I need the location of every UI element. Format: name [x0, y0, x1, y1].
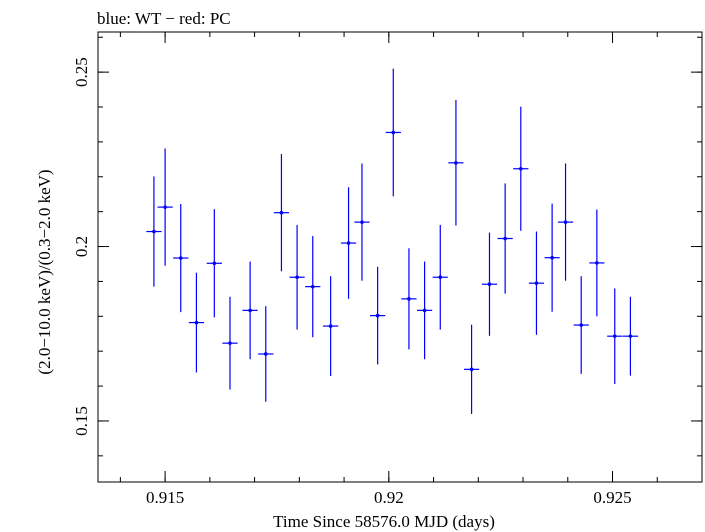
data-point: [206, 209, 222, 318]
data-point: [188, 272, 205, 373]
point-marker: [487, 282, 492, 287]
x-axis-label: Time Since 58576.0 MJD (days): [273, 512, 495, 531]
point-marker: [163, 205, 167, 209]
point-marker: [152, 229, 156, 234]
point-marker: [422, 308, 427, 313]
point-marker: [534, 281, 539, 285]
data-point: [528, 231, 545, 335]
point-marker: [595, 261, 599, 265]
plot-frame: [97, 31, 703, 483]
point-marker: [563, 220, 568, 224]
chart-title: blue: WT − red: PC: [97, 9, 231, 28]
point-marker: [310, 284, 315, 289]
data-point: [258, 306, 274, 402]
data-point: [354, 163, 370, 281]
point-marker: [295, 275, 299, 280]
data-point: [417, 261, 433, 360]
data-point: [146, 176, 162, 287]
data-point: [463, 324, 480, 414]
y-tick-label: 0.25: [72, 57, 91, 87]
point-marker: [503, 236, 507, 241]
data-point: [385, 68, 401, 197]
point-marker: [263, 352, 268, 356]
point-marker: [360, 220, 364, 224]
point-marker: [346, 241, 351, 245]
data-point: [622, 296, 639, 376]
data-points: [146, 68, 639, 414]
point-marker: [212, 261, 217, 266]
point-marker: [579, 323, 583, 327]
data-point: [289, 224, 305, 330]
x-tick-label: 0.925: [593, 488, 631, 507]
data-point: [157, 148, 173, 266]
data-point: [573, 276, 589, 374]
y-tick-label: 0.2: [72, 236, 91, 257]
data-point: [557, 163, 574, 281]
point-marker: [612, 334, 617, 338]
point-marker: [228, 341, 232, 345]
data-point: [589, 209, 605, 317]
data-point: [242, 261, 258, 360]
data-point: [513, 106, 529, 231]
data-point: [607, 288, 623, 384]
axis-ticks: [98, 32, 703, 482]
point-marker: [454, 161, 458, 165]
data-point: [173, 203, 189, 313]
x-tick-label: 0.92: [374, 488, 404, 507]
point-marker: [519, 166, 523, 171]
point-marker: [550, 255, 554, 260]
data-point: [481, 232, 498, 336]
axis-tick-labels: 0.915 0.92 0.925 0.15 0.2 0.25: [72, 57, 632, 507]
point-marker: [391, 130, 396, 135]
point-marker: [375, 313, 380, 318]
data-point: [323, 276, 339, 376]
data-point: [340, 187, 357, 299]
point-marker: [469, 367, 474, 372]
data-point: [370, 266, 386, 365]
point-marker: [407, 297, 411, 301]
data-point: [305, 236, 321, 338]
data-point: [222, 296, 238, 390]
x-tick-label: 0.915: [146, 488, 184, 507]
data-point: [401, 248, 417, 350]
data-point: [448, 100, 464, 226]
point-marker: [279, 210, 284, 215]
point-marker: [194, 320, 199, 325]
data-point: [544, 203, 560, 312]
y-axis-label: (2.0−10.0 keV)/(0.3−2.0 keV): [35, 169, 54, 374]
point-marker: [248, 308, 252, 313]
point-marker: [328, 324, 333, 328]
y-tick-label: 0.15: [72, 406, 91, 436]
point-marker: [628, 334, 633, 338]
data-point: [273, 154, 290, 272]
data-point: [432, 224, 448, 330]
point-marker: [178, 256, 183, 260]
data-point: [497, 183, 513, 294]
point-marker: [438, 275, 443, 280]
